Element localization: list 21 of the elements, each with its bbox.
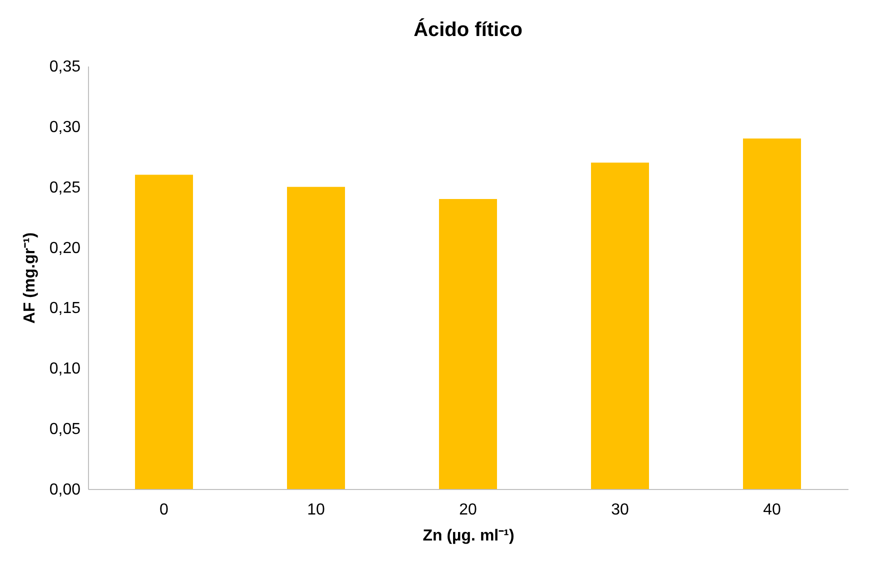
y-tick-label: 0,20 bbox=[49, 240, 81, 257]
x-tick-label: 10 bbox=[307, 502, 325, 518]
y-tick-label: 0,35 bbox=[49, 58, 81, 76]
bar bbox=[591, 162, 649, 489]
y-axis-title: AF (mg.gr⁻¹) bbox=[21, 232, 38, 324]
chart-title: Ácido fítico bbox=[414, 18, 522, 41]
bar bbox=[135, 174, 193, 489]
y-tick-label: 0,00 bbox=[49, 482, 81, 498]
x-tick-label: 30 bbox=[611, 502, 629, 518]
y-tick-label: 0,05 bbox=[49, 421, 81, 438]
y-tick-label: 0,10 bbox=[49, 360, 81, 378]
y-tick-label: 0,15 bbox=[49, 300, 81, 318]
bar bbox=[287, 186, 345, 489]
x-axis-title: Zn (µg. ml⁻¹) bbox=[422, 528, 514, 544]
bar bbox=[439, 198, 497, 489]
y-tick-label: 0,30 bbox=[49, 118, 81, 136]
x-tick-label: 20 bbox=[459, 502, 477, 518]
y-tick-label: 0,25 bbox=[49, 179, 81, 196]
bar bbox=[743, 138, 801, 489]
x-tick-label: 0 bbox=[160, 502, 169, 518]
x-tick-label: 40 bbox=[763, 502, 781, 518]
